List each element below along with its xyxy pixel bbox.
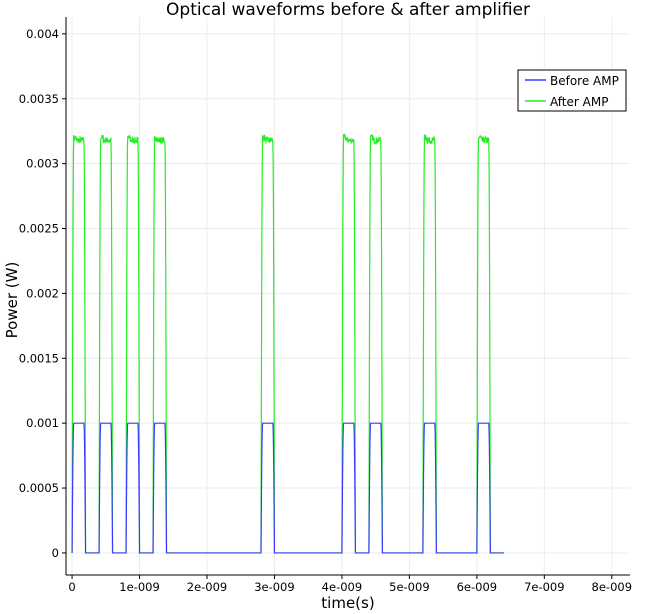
legend-box [517,69,627,112]
series-line-after-amp [71,133,504,554]
series-lines [71,133,504,554]
y-axis-label: Power (W) [3,262,21,339]
x-tick-label: 8e-009 [592,580,633,594]
axes: 0 1e-009 2e-009 3e-009 4e-009 5e-009 6e-009 7e-… [19,17,632,594]
y-tick-label: 0.003 [26,157,59,171]
x-tick-label: 3e-009 [254,580,295,594]
x-tick-label: 1e-009 [119,580,160,594]
y-tick-label: 0.0035 [19,92,59,106]
y-tick-label: 0.004 [26,27,59,41]
x-tick-label: 5e-009 [389,580,430,594]
legend: Before AMP After AMP [517,69,627,112]
chart-title: Optical waveforms before & after amplifi… [166,0,530,20]
y-tick-label: 0.0005 [19,481,59,495]
x-tick-label: 2e-009 [187,580,228,594]
y-tick-label: 0.0025 [19,222,59,236]
series-line-before-amp [71,422,504,554]
x-tick-label: 6e-009 [457,580,498,594]
y-tick-label: 0.001 [26,416,59,430]
y-tick-label: 0 [52,546,59,560]
x-axis-label: time(s) [321,594,374,612]
y-tick-label: 0.0015 [19,351,59,365]
y-tick-label: 0.002 [26,286,59,300]
x-tick-label: 0 [68,580,75,594]
x-tick-label: 7e-009 [524,580,565,594]
x-tick-label: 4e-009 [322,580,363,594]
legend-label-before-amp: Before AMP [550,74,619,88]
legend-label-after-amp: After AMP [550,95,608,109]
